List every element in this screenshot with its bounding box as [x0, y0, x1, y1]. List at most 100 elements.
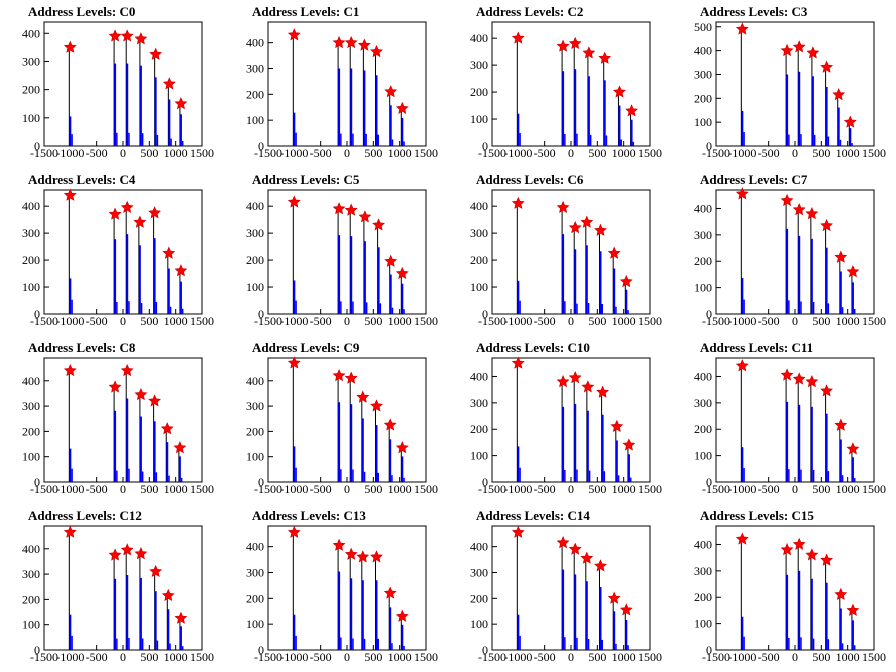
chart-panel-c1: Address Levels: C1 0 100 200 300 400 -1500 -100… [224, 0, 448, 168]
peak-marker [834, 250, 848, 263]
histogram-bar [564, 469, 566, 482]
chart-svg: Address Levels: C8 0 100 200 300 400 -1500-100… [22, 340, 214, 496]
x-tick-label: 1000 [164, 650, 188, 664]
histogram-bar [627, 645, 629, 650]
histogram-bar [812, 638, 815, 650]
y-tick-label: 400 [22, 374, 40, 388]
histogram-bar [338, 402, 341, 482]
peak-marker [792, 372, 806, 385]
y-tick-label: 200 [470, 591, 488, 605]
peak-marker [149, 564, 163, 577]
peak-marker [108, 29, 122, 42]
peak-marker [556, 39, 570, 52]
histogram-bar [69, 448, 72, 482]
histogram-bar [517, 113, 520, 146]
x-tick-label: 1500 [862, 314, 886, 328]
y-tick-label: 100 [22, 111, 40, 125]
histogram-bar [839, 608, 842, 650]
histogram-bar [377, 638, 379, 650]
peak-marker [612, 85, 626, 98]
x-tick-label: 0 [792, 482, 798, 496]
peak-marker [108, 207, 122, 220]
chart-title: Address Levels: C1 [252, 4, 359, 19]
peak-marker [344, 35, 358, 49]
y-tick-label: 400 [246, 540, 264, 554]
peak-marker [735, 359, 749, 372]
y-tick-label: 400 [22, 199, 40, 213]
x-tick-label: 0 [344, 314, 350, 328]
x-tick-label: -1500 [702, 482, 730, 496]
histogram-bar [810, 406, 813, 482]
histogram-bar [827, 303, 830, 314]
histogram-bar [743, 636, 745, 650]
histogram-bar [391, 643, 393, 650]
peak-marker [357, 38, 371, 51]
histogram-bar [630, 119, 633, 146]
histogram-bar [365, 133, 367, 146]
histogram-bar [603, 471, 606, 482]
histogram-bar [617, 475, 620, 482]
histogram-bar [126, 398, 129, 482]
peak-marker [511, 31, 525, 44]
peak-marker [568, 542, 582, 555]
x-tick-label: -1500 [702, 650, 730, 664]
y-tick-label: 200 [246, 253, 264, 267]
x-tick-label: 0 [120, 650, 126, 664]
peak-marker [580, 551, 594, 564]
y-tick-label: 300 [22, 567, 40, 581]
peak-marker [792, 203, 806, 216]
histogram-bar [391, 475, 393, 482]
peak-marker [370, 44, 383, 58]
x-tick-label: 1000 [836, 650, 860, 664]
x-tick-label: -1000 [280, 146, 308, 160]
histogram-bar [128, 301, 130, 314]
y-tick-label: 500 [694, 20, 712, 34]
x-tick-label: 1000 [836, 314, 860, 328]
histogram-bar [625, 619, 628, 650]
y-tick-label: 400 [470, 540, 488, 554]
y-tick-label: 0 [482, 139, 488, 153]
histogram-bar [853, 308, 856, 314]
chart-panel-c4: Address Levels: C4 0 100 200 300 400 -1500 -100… [0, 168, 224, 336]
x-tick-label: -1000 [56, 146, 84, 160]
y-tick-label: 300 [470, 58, 488, 72]
peak-marker [780, 43, 794, 57]
chart-title: Address Levels: C10 [476, 340, 590, 355]
x-tick-label: -1500 [478, 314, 506, 328]
x-tick-label: 0 [568, 482, 574, 496]
histogram-bar [812, 301, 815, 314]
histogram-bar [625, 289, 628, 314]
peak-marker [594, 223, 607, 236]
histogram-bar [841, 475, 844, 482]
y-tick-label: 200 [246, 591, 264, 605]
histogram-bar [841, 307, 844, 314]
histogram-bar [853, 478, 856, 482]
chart-panel-c11: Address Levels: C11 0 100 200 300 400 -1500 -10… [672, 336, 896, 504]
y-tick-label: 200 [694, 91, 712, 105]
histogram-bar [141, 638, 144, 650]
x-tick-label: -500 [758, 482, 780, 496]
peak-marker [134, 387, 148, 401]
x-tick-label: -1000 [280, 650, 308, 664]
histogram-bar [786, 401, 789, 482]
plot-frame [43, 525, 203, 651]
histogram-bar [827, 136, 830, 146]
x-tick-label: 500 [364, 146, 382, 160]
x-tick-label: -1500 [30, 650, 58, 664]
histogram-bar [741, 616, 744, 650]
peak-marker [568, 220, 582, 234]
y-tick-label: 0 [482, 475, 488, 489]
histogram-bar [139, 577, 142, 650]
peak-marker [160, 422, 174, 435]
x-tick-label: -1500 [30, 146, 58, 160]
x-tick-label: 0 [568, 650, 574, 664]
chart-title: Address Levels: C5 [252, 172, 360, 187]
histogram-bar [352, 638, 354, 650]
histogram-bar [403, 141, 405, 146]
peak-marker [344, 547, 358, 560]
x-tick-label: 500 [588, 146, 606, 160]
peak-marker [607, 246, 621, 259]
histogram-bar [338, 235, 341, 314]
x-tick-label: -500 [86, 314, 108, 328]
histogram-bar [71, 299, 73, 314]
